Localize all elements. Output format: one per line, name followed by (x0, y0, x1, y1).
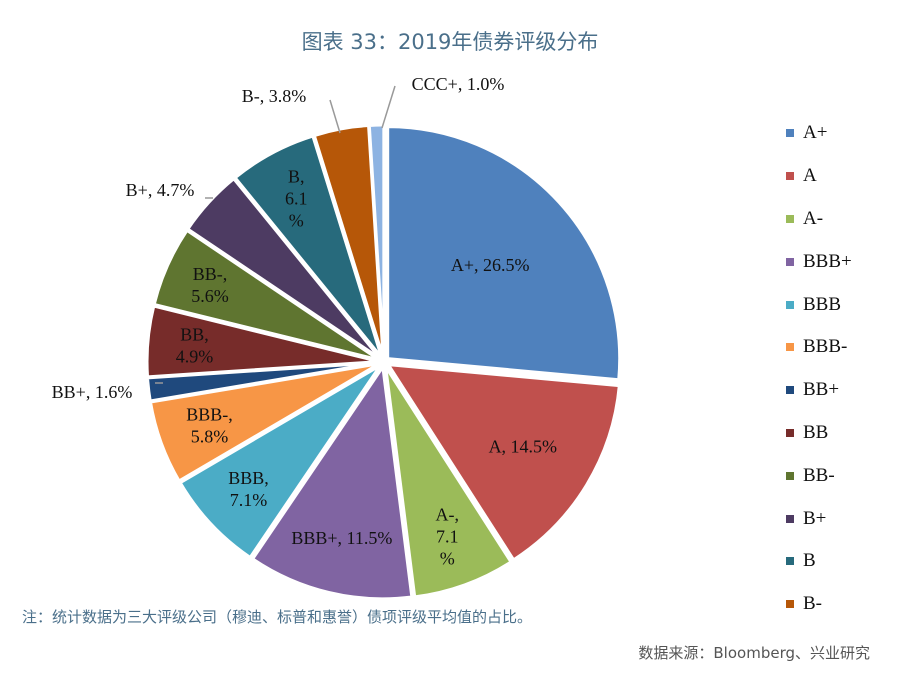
slice-label: BB, 4.9% (176, 324, 214, 366)
legend-swatch (786, 386, 794, 395)
leader-line (329, 99, 341, 134)
pie-slice-bb-minus (152, 228, 381, 362)
legend-label: BBB (803, 293, 842, 315)
legend-label: BBB+ (803, 250, 852, 272)
chart-title: 图表 33：2019年债券评级分布 (301, 30, 599, 54)
legend-swatch (786, 343, 794, 352)
slice-label: B, 6.1% (285, 166, 308, 230)
slice-label: BB-, 5.6% (191, 264, 229, 306)
pie-slice-bbb-minusplus (250, 362, 414, 601)
legend-swatch (786, 557, 794, 566)
slice-label: B+, 4.7% (126, 180, 195, 200)
chart-note: 注：统计数据为三大评级公司（穆迪、标普和惠誉）债项评级平均值的占比。 (22, 608, 533, 626)
legend-item: B- (786, 583, 852, 626)
legend-swatch (786, 428, 794, 437)
legend-label: B (803, 550, 816, 572)
legend-item: BBB (786, 283, 852, 326)
pie-slice-a (385, 362, 621, 562)
legend-item: BBB+ (786, 240, 852, 283)
legend-label: BBB- (803, 336, 848, 358)
legend-label: BB+ (803, 379, 840, 401)
pie-slice-b (233, 134, 384, 359)
legend-item: B (786, 540, 852, 583)
legend-item: B+ (786, 497, 852, 540)
slice-label: A, 14.5% (489, 436, 558, 456)
pie-slice-bb (145, 304, 380, 379)
legend-item: A (786, 155, 852, 198)
legend-item: BB- (786, 454, 852, 497)
slice-label: BBB+, 11.5% (291, 528, 392, 548)
legend-label: BB (803, 421, 829, 443)
legend-label: A+ (803, 122, 828, 144)
legend-label: A (803, 165, 817, 187)
slice-label: B-, 3.8% (242, 86, 307, 106)
pie-slice-bbb (178, 364, 382, 560)
legend-swatch (786, 300, 794, 309)
legend-swatch (786, 600, 794, 609)
pie-slice-a-minusplus (386, 125, 622, 382)
leader-line (381, 85, 396, 129)
slice-label: A-, 7.1% (436, 504, 460, 568)
legend-item: BB (786, 412, 852, 455)
slice-label: BBB-, 5.8% (186, 404, 233, 446)
legend-swatch (786, 257, 794, 266)
legend-label: B+ (803, 507, 827, 529)
slice-label: BB+, 1.6% (52, 382, 133, 402)
chart-source: 数据来源：Bloomberg、兴业研究 (638, 644, 870, 662)
slice-label: BBB, 7.1% (228, 468, 269, 510)
legend-swatch (786, 172, 794, 181)
legend-label: B- (803, 593, 822, 615)
legend-item: A+ (786, 112, 852, 155)
legend-swatch (786, 514, 794, 523)
pie-slice-b-minusplus (185, 176, 382, 360)
legend-item: BB+ (786, 369, 852, 412)
legend-label: BB- (803, 464, 835, 486)
chart-legend: A+ A A- BBB+ BBB BBB- BB+ BB BB- B+ B B- (786, 112, 852, 626)
slice-label: A+, 26.5% (451, 255, 530, 275)
pie-slice-a-minus (384, 365, 514, 599)
pie-slice-ccc-minusplus (367, 123, 386, 358)
legend-swatch (786, 471, 794, 480)
legend-swatch (786, 214, 794, 223)
legend-item: A- (786, 198, 852, 241)
legend-item: BBB- (786, 326, 852, 369)
legend-label: A- (803, 207, 824, 229)
legend-swatch (786, 129, 794, 138)
slice-label: CCC+, 1.0% (412, 74, 505, 94)
